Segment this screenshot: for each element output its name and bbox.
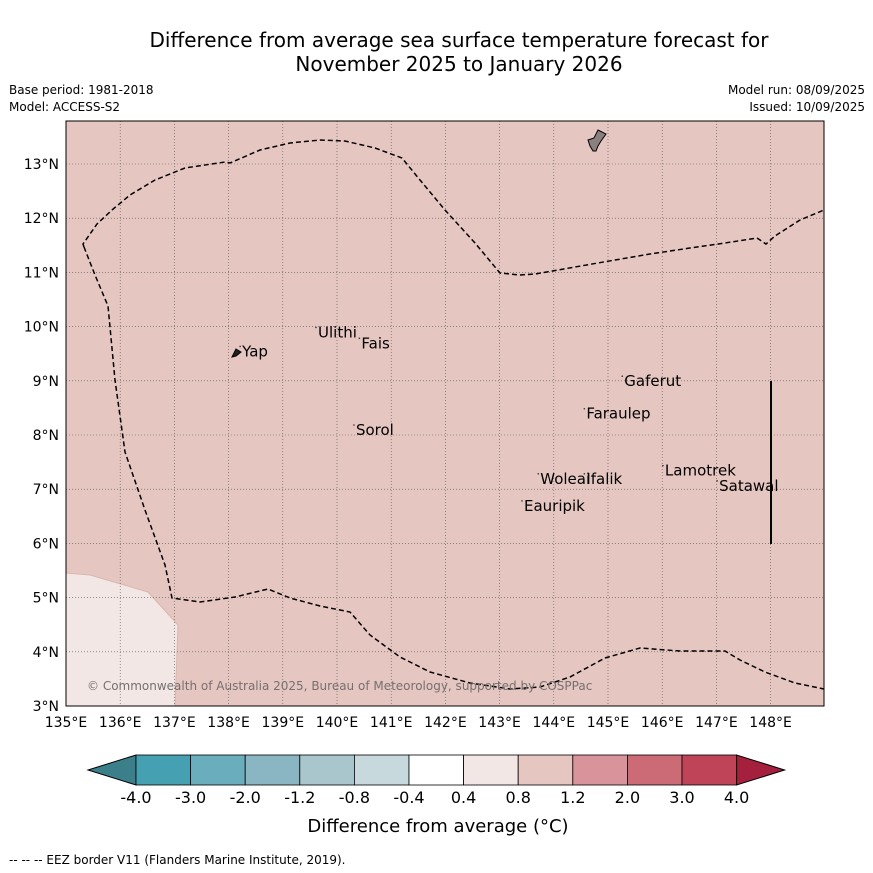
colorbar xyxy=(86,754,787,786)
island-marker xyxy=(621,375,624,378)
longitude-label: 139°E xyxy=(262,715,305,731)
issued-date: Issued: 10/09/2025 xyxy=(749,100,865,114)
latitude-label: 9°N xyxy=(33,374,59,390)
colorbar-tick-label: -3.0 xyxy=(175,788,206,807)
colorbar-tick-label: -1.2 xyxy=(284,788,315,807)
colorbar-segment xyxy=(244,754,301,786)
latitude-label: 12°N xyxy=(24,211,59,227)
colorbar-tick-labels: -4.0 -3.0 -2.0 -1.2 -0.8 -0.4 0.4 0.8 1.2 2.0 3.0 4… xyxy=(120,788,749,807)
longitude-label: 147°E xyxy=(695,715,738,731)
eez-border-west xyxy=(83,246,824,690)
yap-land xyxy=(231,348,242,358)
colorbar-segment xyxy=(190,754,246,786)
island-marker xyxy=(662,464,664,467)
anomaly-field xyxy=(66,121,824,706)
colorbar-tick-label: -0.8 xyxy=(339,788,370,807)
place-label: Sorol xyxy=(356,421,394,439)
colorbar-tick-label: -4.0 xyxy=(120,788,151,807)
longitude-label: 140°E xyxy=(316,715,359,731)
island-marker xyxy=(583,407,586,410)
island-marker xyxy=(521,500,523,502)
base-period: Base period: 1981-2018 xyxy=(9,83,154,97)
latitude-label: 13°N xyxy=(24,157,59,173)
longitude-label: 135°E xyxy=(45,715,88,731)
place-label: Lamotrek xyxy=(665,462,736,480)
colorbar-segment xyxy=(681,754,737,786)
place-label: Ulithi xyxy=(318,323,357,341)
longitude-label: 144°E xyxy=(533,715,576,731)
footnote: -- -- -- EEZ border V11 (Flanders Marine… xyxy=(9,853,346,867)
eez-border xyxy=(82,139,824,276)
colorbar-tick-label: -0.4 xyxy=(393,788,424,807)
colorbar-tick-label: 4.0 xyxy=(724,788,749,807)
latitude-label: 10°N xyxy=(24,320,59,336)
colorbar-segment xyxy=(627,754,683,786)
model-name: Model: ACCESS-S2 xyxy=(9,100,121,114)
latitude-labels: 3°N 4°N 5°N 6°N 7°N 8°N 9°N 10°N 11°N 12°N 13°N xyxy=(24,157,59,715)
longitude-label: 146°E xyxy=(641,715,684,731)
place-label: Yap xyxy=(241,342,268,360)
low-anomaly-region xyxy=(66,573,178,706)
longitude-label: 145°E xyxy=(587,715,630,731)
colorbar-title: Difference from average (°C) xyxy=(307,816,568,837)
colorbar-extend-high xyxy=(736,754,787,786)
title-line-1: Difference from average sea surface temp… xyxy=(149,28,769,52)
colorbar-extend-low xyxy=(86,754,137,786)
colorbar-segment xyxy=(135,754,191,786)
colorbar-tick-label: -2.0 xyxy=(230,788,261,807)
place-label: Fais xyxy=(361,334,390,352)
colorbar-segment xyxy=(517,754,574,786)
longitude-label: 142°E xyxy=(424,715,467,731)
latitude-label: 7°N xyxy=(33,482,59,498)
longitude-label: 143°E xyxy=(478,715,521,731)
colorbar-segment xyxy=(353,754,410,786)
latitude-label: 11°N xyxy=(24,265,59,281)
longitude-label: 141°E xyxy=(370,715,413,731)
latitude-label: 4°N xyxy=(33,645,59,661)
latitude-label: 5°N xyxy=(33,591,59,607)
latitude-label: 6°N xyxy=(33,536,59,552)
longitude-label: 136°E xyxy=(99,715,142,731)
latitude-label: 3°N xyxy=(33,699,59,715)
colorbar-tick-label: 2.0 xyxy=(615,788,640,807)
colorbar-segment xyxy=(299,754,355,786)
colorbar-segment xyxy=(572,754,628,786)
place-label: Satawal xyxy=(719,477,778,495)
longitude-labels: 135°E 136°E 137°E 138°E 139°E 140°E 141°E 142°E… xyxy=(45,715,792,731)
place-label: Ifalik xyxy=(586,470,622,488)
island-marker xyxy=(358,337,361,340)
meta-left: Base period: 1981-2018 Model: ACCESS-S2 xyxy=(9,82,154,116)
colorbar-tick-label: 1.2 xyxy=(560,788,585,807)
latitude-label: 8°N xyxy=(33,428,59,444)
guam-land xyxy=(587,129,607,152)
island-marker xyxy=(537,472,540,475)
island-marker xyxy=(239,345,241,348)
place-label: Gaferut xyxy=(624,372,681,390)
island-marker xyxy=(353,424,355,426)
colorbar-segment xyxy=(408,754,464,786)
map-frame xyxy=(65,120,825,707)
place-label: Faraulep xyxy=(586,405,650,423)
place-label: Woleai xyxy=(540,470,590,488)
colorbar-tick-label: 0.8 xyxy=(505,788,530,807)
colorbar-segment xyxy=(463,754,519,786)
longitude-label: 137°E xyxy=(153,715,196,731)
map-title: Difference from average sea surface temp… xyxy=(0,28,873,76)
longitude-label: 148°E xyxy=(749,715,792,731)
title-line-2: November 2025 to January 2026 xyxy=(295,52,623,76)
meta-right: Model run: 08/09/2025 Issued: 10/09/2025 xyxy=(728,82,865,116)
island-marker xyxy=(315,326,317,329)
model-run: Model run: 08/09/2025 xyxy=(727,83,865,97)
gridlines xyxy=(66,121,824,706)
island-marker xyxy=(583,472,586,475)
longitude-label: 138°E xyxy=(207,715,250,731)
colorbar-tick-label: 3.0 xyxy=(669,788,694,807)
copyright-text: © Commonwealth of Australia 2025, Bureau… xyxy=(87,679,592,693)
place-label: Eauripik xyxy=(524,497,585,515)
colorbar-tick-label: 0.4 xyxy=(451,788,476,807)
island-marker xyxy=(716,480,718,482)
